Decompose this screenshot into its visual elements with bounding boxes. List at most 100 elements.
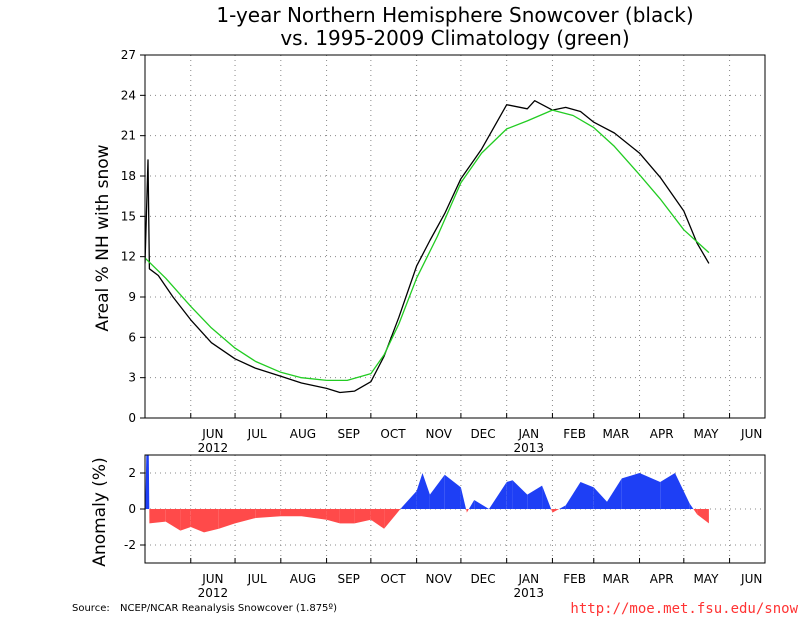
- x-year-label: 2012: [198, 586, 229, 600]
- anomaly-negative-area: [466, 509, 469, 513]
- anomaly-negative-area: [180, 509, 191, 531]
- anomaly-positive-area: [621, 473, 640, 509]
- anomaly-positive-area: [429, 474, 445, 509]
- anomaly-positive-area: [145, 455, 148, 509]
- anomaly-positive-area: [474, 500, 489, 509]
- anomaly-negative-area: [255, 509, 281, 518]
- anomaly-x-ticks: JUN JUL AUG SEP OCT NOV DEC JAN FEB MAR APR MAY JUN2…: [190, 558, 762, 600]
- anomaly-negative-area: [354, 509, 371, 524]
- anomaly-negative-area: [190, 509, 204, 533]
- anomaly-y-ticks: -2 0 2: [124, 466, 145, 552]
- anomaly-negative-area: [204, 509, 219, 533]
- x-tick-label: JUL: [247, 572, 267, 586]
- anomaly-plot-frame: [144, 454, 766, 564]
- main-plot-frame: [144, 54, 766, 419]
- anomaly-negative-area: [370, 509, 385, 529]
- anomaly-positive-area: [607, 478, 622, 509]
- anomaly-negative-area: [149, 509, 166, 524]
- anomaly-negative-area: [551, 509, 553, 513]
- anomaly-positive-area: [593, 487, 607, 509]
- y-tick-label: 24: [121, 88, 136, 102]
- x-tick-label: JUN: [201, 427, 223, 441]
- anomaly-negative-area: [384, 509, 396, 529]
- x-tick-label: FEB: [563, 572, 586, 586]
- x-tick-label: APR: [650, 572, 674, 586]
- anomaly-positive-area: [401, 491, 417, 509]
- anomaly-positive-area: [460, 487, 466, 509]
- main-grid: [145, 55, 765, 418]
- anomaly-negative-area: [301, 509, 327, 520]
- chart-title-line2: vs. 1995-2009 Climatology (green): [280, 26, 629, 50]
- y-tick-label: 0: [128, 502, 136, 516]
- anomaly-positive-area: [416, 473, 423, 509]
- x-tick-label: JUL: [247, 427, 267, 441]
- anomaly-bars: [145, 455, 709, 533]
- y-tick-label: 6: [128, 330, 136, 344]
- anomaly-positive-area: [660, 473, 675, 509]
- x-tick-label: NOV: [426, 427, 453, 441]
- x-tick-label: DEC: [470, 427, 495, 441]
- main-y-axis-label: Areal % NH with snow: [93, 144, 113, 331]
- anomaly-positive-area: [400, 507, 402, 509]
- x-tick-label: SEP: [337, 572, 359, 586]
- anomaly-positive-area: [675, 473, 690, 509]
- series-line-green: [145, 109, 710, 382]
- y-tick-label: -2: [124, 538, 136, 552]
- x-tick-label: AUG: [290, 427, 316, 441]
- main-series: [145, 100, 710, 394]
- source-url-link[interactable]: http://moe.met.fsu.edu/snow: [570, 601, 798, 617]
- anomaly-positive-area: [489, 482, 507, 509]
- x-tick-label: MAY: [693, 572, 719, 586]
- anomaly-negative-area: [697, 509, 709, 524]
- anomaly-positive-area: [689, 503, 694, 509]
- x-tick-label: MAY: [693, 427, 719, 441]
- x-tick-label: APR: [650, 427, 674, 441]
- x-year-label: 2013: [514, 586, 545, 600]
- x-tick-label: NOV: [426, 572, 453, 586]
- x-tick-label: MAR: [602, 427, 629, 441]
- anomaly-positive-area: [542, 485, 552, 509]
- anomaly-negative-area: [466, 509, 467, 513]
- anomaly-positive-area: [559, 505, 566, 509]
- anomaly-positive-area: [148, 455, 150, 509]
- anomaly-negative-area: [235, 509, 256, 524]
- y-tick-label: 2: [128, 466, 136, 480]
- anomaly-positive-area: [422, 473, 430, 509]
- anomaly-negative-area: [218, 509, 235, 529]
- anomaly-positive-area: [527, 485, 543, 509]
- x-tick-label: JUN: [740, 572, 762, 586]
- anomaly-negative-area: [693, 509, 698, 515]
- anomaly-negative-area: [396, 509, 401, 515]
- x-tick-label: JAN: [518, 427, 540, 441]
- y-tick-label: 3: [128, 371, 136, 385]
- x-year-label: 2012: [198, 441, 229, 455]
- main-x-ticks: JUN JUL AUG SEP OCT NOV DEC JAN FEB MAR APR MAY JUN2…: [190, 413, 762, 455]
- x-tick-label: JAN: [518, 572, 540, 586]
- x-tick-label: OCT: [380, 572, 406, 586]
- x-tick-label: JUN: [740, 427, 762, 441]
- anomaly-positive-area: [565, 482, 581, 509]
- anomaly-positive-area: [506, 480, 513, 509]
- x-tick-label: DEC: [470, 572, 495, 586]
- anomaly-negative-area: [339, 509, 355, 524]
- x-tick-label: JUN: [201, 572, 223, 586]
- anomaly-negative-area: [280, 509, 302, 517]
- y-tick-label: 18: [121, 169, 136, 183]
- chart-title-line1: 1-year Northern Hemisphere Snowcover (bl…: [216, 3, 693, 27]
- anomaly-y-axis-label: Anomaly (%): [90, 457, 110, 566]
- anomaly-panel: -2 0 2 JUN JUL AUG SEP OCT NOV DEC JAN FEB MAR APR MA…: [90, 454, 766, 600]
- main-y-ticks: 0 3 6 9 12 15 18 21 24 27: [121, 48, 145, 425]
- source-label: Source:: [72, 603, 110, 614]
- x-tick-label: FEB: [563, 427, 586, 441]
- x-tick-label: OCT: [380, 427, 406, 441]
- x-tick-label: AUG: [290, 572, 316, 586]
- x-year-label: 2013: [514, 441, 545, 455]
- y-tick-label: 9: [128, 290, 136, 304]
- y-tick-label: 21: [121, 129, 136, 143]
- anomaly-positive-area: [444, 474, 461, 509]
- y-tick-label: 0: [128, 411, 136, 425]
- x-tick-label: MAR: [602, 572, 629, 586]
- source-text: NCEP/NCAR Reanalysis Snowcover (1.875º): [120, 603, 337, 614]
- anomaly-positive-area: [639, 473, 661, 509]
